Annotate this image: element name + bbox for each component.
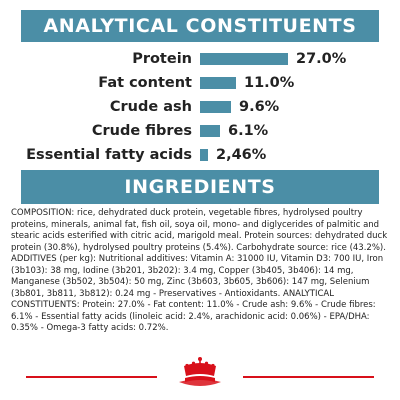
constituent-bar [200,53,288,65]
constituent-value: 2,46% [216,147,267,163]
constituent-row: Fat content 11.0% [0,73,400,93]
royal-crown-logo-icon [179,357,221,386]
ingredients-title: INGREDIENTS [124,176,276,198]
constituent-label: Essential fatty acids [26,147,192,163]
constituent-label: Crude fibres [91,123,192,139]
constituent-value: 11.0% [244,75,295,91]
constituent-value: 27.0% [296,51,347,67]
ingredients-banner: INGREDIENTS [21,170,379,204]
constituent-row: Essential fatty acids 2,46% [0,145,400,165]
constituent-value: 9.6% [239,99,280,115]
footer-divider-right [243,376,374,378]
constituent-row: Crude ash 9.6% [0,97,400,117]
constituent-label: Fat content [98,75,192,91]
constituent-value: 6.1% [228,123,269,139]
constituent-bar [200,77,236,89]
ingredients-text: COMPOSITION: rice, dehydrated duck prote… [11,208,388,333]
constituent-label: Crude ash [109,99,192,115]
constituent-row: Protein 27.0% [0,49,400,69]
constituent-bar [200,101,231,113]
constituent-bar [200,125,220,137]
constituent-label: Protein [132,51,192,67]
footer-divider-left [26,376,157,378]
analytical-constituents-banner: ANALYTICAL CONSTITUENTS [21,10,379,42]
constituent-row: Crude fibres 6.1% [0,121,400,141]
constituent-bar [200,149,208,161]
analytical-constituents-title: ANALYTICAL CONSTITUENTS [43,15,357,37]
